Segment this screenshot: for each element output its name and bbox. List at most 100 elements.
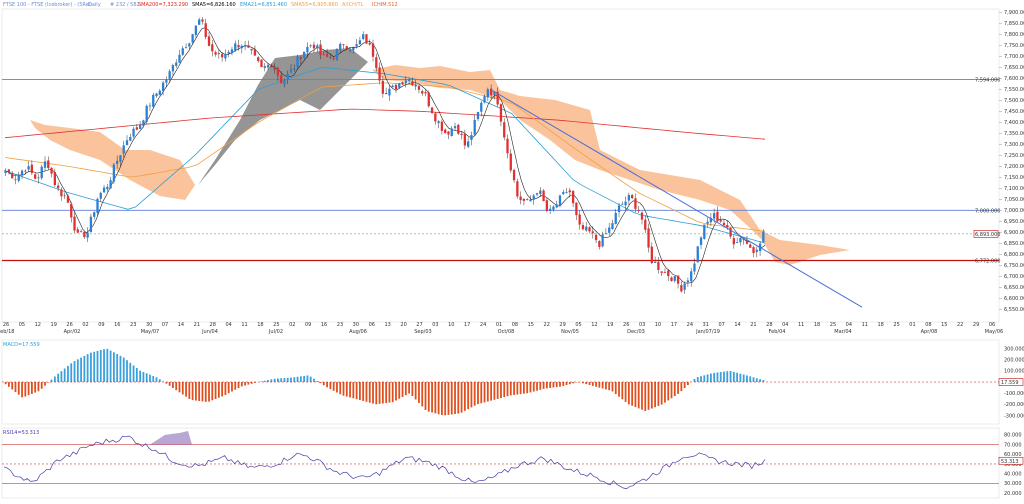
candle-body [348, 50, 352, 52]
candle-body [194, 25, 198, 35]
candle-body [112, 164, 116, 182]
candle-body [486, 89, 489, 98]
candle-body [660, 271, 663, 273]
rsi-tick-label: 40.000 [1004, 471, 1022, 477]
month-label: Apr/08 [921, 329, 938, 335]
candle-body [299, 57, 303, 60]
date-tick-label: 18 [877, 322, 883, 328]
candle-body [476, 111, 480, 120]
month-label: Nov/05 [561, 329, 579, 335]
candle-body [142, 120, 145, 126]
candle-body [735, 242, 739, 243]
price-tick-label: 7,150.000 [1004, 175, 1024, 181]
candle-body [358, 40, 362, 45]
candle-body [466, 141, 470, 147]
date-tick-label: 14 [178, 322, 184, 328]
header-indicator-5: ICHIM.512 [372, 2, 398, 8]
header-indicator-2: EMA21=6,851.460 [240, 2, 287, 8]
candle-body [686, 280, 690, 283]
candle-body [14, 179, 17, 181]
candle-body [135, 127, 138, 130]
date-tick-label: 20 [400, 322, 406, 328]
date-tick-label: 28 [766, 322, 772, 328]
candle-body [125, 140, 129, 146]
date-tick-label: 08 [512, 322, 518, 328]
candle-body [411, 81, 414, 86]
candle-body [519, 196, 522, 201]
cloud-bullish [372, 65, 850, 265]
month-label: Sep/03 [414, 329, 431, 335]
candle-body [365, 34, 368, 44]
price-tick-label: 7,800.000 [1004, 32, 1024, 38]
date-tick-label: 30 [353, 322, 359, 328]
candle-body [247, 45, 250, 48]
date-tick-label: 06 [989, 322, 995, 328]
header-indicator-1: SMA5=6,826.160 [192, 2, 236, 8]
candle-body [378, 67, 381, 81]
candle-body [703, 224, 706, 239]
candle-body [404, 80, 407, 84]
candle-body [496, 91, 499, 105]
date-tick-label: 27 [416, 322, 422, 328]
macd-tick-label: 100.000 [1004, 369, 1024, 375]
candle-body [296, 56, 299, 68]
candle-body [368, 43, 371, 45]
macd-title: MACD=17.559 [3, 342, 40, 348]
candle-body [414, 84, 417, 87]
candle-body [220, 54, 224, 58]
month-label: May/06 [985, 329, 1003, 335]
candle-body [266, 64, 270, 68]
month-label: May/07 [141, 329, 159, 335]
month-label: Aug/06 [349, 329, 367, 335]
header-indicator-3: SMA55=6,905.860 [291, 2, 338, 8]
candle-body [624, 201, 627, 206]
candle-body [647, 228, 650, 248]
candle-body [742, 239, 745, 241]
candle-body [302, 51, 306, 58]
price-tick-label: 7,400.000 [1004, 120, 1024, 126]
candle-body [604, 233, 608, 235]
candle-body [722, 222, 726, 226]
price-tick-label: 6,800.000 [1004, 252, 1024, 258]
candle-body [227, 51, 230, 54]
candle-body [713, 213, 716, 219]
candle-body [362, 34, 365, 39]
rsi-pane: RSI14=53.313 80.000 70.000 60.000 50.000 40.… [1, 427, 1024, 499]
candle-body [512, 170, 516, 181]
date-tick-label: 04 [225, 322, 231, 328]
ichimoku-cloud [30, 48, 850, 265]
candle-body [427, 92, 430, 107]
candle-body [726, 224, 729, 228]
candle-body [260, 59, 263, 68]
level-label: 6,772.000 [975, 259, 1000, 265]
candle-body [457, 124, 460, 134]
candle-body [506, 138, 509, 154]
date-tick-label: 25 [273, 322, 279, 328]
macd-axis: 300.000200.000100.0000.000-100.000-200.0… [998, 346, 1024, 419]
date-tick-label: 21 [194, 322, 200, 328]
price-tick-label: 7,600.000 [1004, 76, 1024, 82]
date-tick-label: 29 [973, 322, 979, 328]
candle-body [539, 190, 542, 194]
macd-tick-label: -200.000 [1004, 402, 1024, 408]
macd-last-label: 17.559 [1001, 380, 1019, 386]
date-tick-label: 15 [941, 322, 947, 328]
candle-body [86, 232, 89, 238]
candle-body [755, 249, 758, 252]
price-tick-label: 6,950.000 [1004, 219, 1024, 225]
candle-body [152, 94, 155, 107]
candle-body [116, 160, 119, 164]
header-symbol: FTSE 100 - FTSE (Icebroker) - (5Rel) [3, 2, 92, 8]
rsi-tick-label: 30.000 [1004, 481, 1022, 487]
date-axis: 26 05 12 19 26 02 09 16 23 30 07 14 21 28 04 11 18 25 02 09… [0, 322, 1003, 335]
candle-body [280, 75, 283, 84]
candle-body [66, 195, 70, 203]
candle-body [224, 53, 227, 59]
candle-body [129, 137, 132, 141]
candle-body [175, 62, 178, 66]
header-last: # 232 / 582 [110, 2, 140, 8]
candle-body [165, 79, 168, 83]
candle-body [709, 217, 713, 223]
ema21-line [4, 67, 766, 244]
